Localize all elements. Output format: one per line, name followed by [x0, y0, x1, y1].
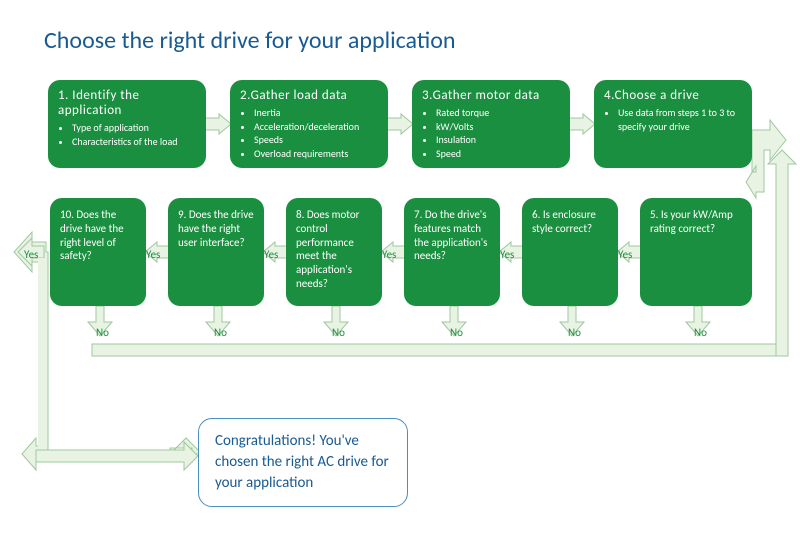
step-3-bullet: Rated torque: [436, 106, 560, 120]
no-label: No: [694, 326, 707, 339]
yes-label: Yes: [500, 248, 514, 261]
step-2-bullet: Overload requirements: [254, 147, 378, 161]
congrats-box: Congratulations! You've chosen the right…: [198, 418, 408, 507]
question-6-box: 6. Is enclosure style correct?: [522, 198, 618, 306]
no-label: No: [214, 326, 227, 339]
step-2-box: 2.Gather load data Inertia Acceleration/…: [230, 80, 388, 168]
step-4-bullets: Use data from steps 1 to 3 to specify yo…: [604, 106, 742, 133]
yes-label: Yes: [146, 248, 160, 261]
step-2-bullet: Speeds: [254, 133, 378, 147]
step-2-bullet: Acceleration/deceleration: [254, 120, 378, 134]
question-9-box: 9. Does the drive have the right user in…: [168, 198, 264, 306]
question-5-box: 5. Is your kW/Amp rating correct?: [640, 198, 752, 306]
step-3-bullets: Rated torque kW/Volts Insulation Speed: [422, 106, 560, 160]
question-7-box: 7. Do the drive's features match the app…: [404, 198, 500, 306]
question-8-box: 8. Does motor control performance meet t…: [286, 198, 382, 306]
yes-label: Yes: [618, 248, 632, 261]
page-title: Choose the right drive for your applicat…: [44, 26, 455, 55]
question-10-box: 10. Does the drive have the right level …: [50, 198, 146, 306]
step-3-box: 3.Gather motor data Rated torque kW/Volt…: [412, 80, 570, 168]
step-4-bullet: Use data from steps 1 to 3 to specify yo…: [618, 106, 742, 133]
step-3-bullet: kW/Volts: [436, 120, 560, 134]
step-2-bullets: Inertia Acceleration/deceleration Speeds…: [240, 106, 378, 160]
step-1-head: 1. Identify the application: [58, 88, 196, 118]
step-1-bullets: Type of application Characteristics of t…: [58, 121, 196, 148]
no-label: No: [568, 326, 581, 339]
no-label: No: [96, 326, 109, 339]
step-2-bullet: Inertia: [254, 106, 378, 120]
step-1-bullet: Characteristics of the load: [72, 135, 196, 149]
yes-label: Yes: [382, 248, 396, 261]
step-1-bullet: Type of application: [72, 121, 196, 135]
step-4-box: 4.Choose a drive Use data from steps 1 t…: [594, 80, 752, 168]
yes-label: Yes: [264, 248, 278, 261]
step-2-head: 2.Gather load data: [240, 88, 378, 103]
step-3-bullet: Speed: [436, 147, 560, 161]
step-3-head: 3.Gather motor data: [422, 88, 560, 103]
no-label: No: [332, 326, 345, 339]
step-3-bullet: Insulation: [436, 133, 560, 147]
congrats-text: Congratulations! You've chosen the right…: [215, 432, 389, 492]
no-label: No: [450, 326, 463, 339]
step-1-box: 1. Identify the application Type of appl…: [48, 80, 206, 168]
yes-label: Yes: [24, 248, 38, 261]
step-4-head: 4.Choose a drive: [604, 88, 742, 103]
